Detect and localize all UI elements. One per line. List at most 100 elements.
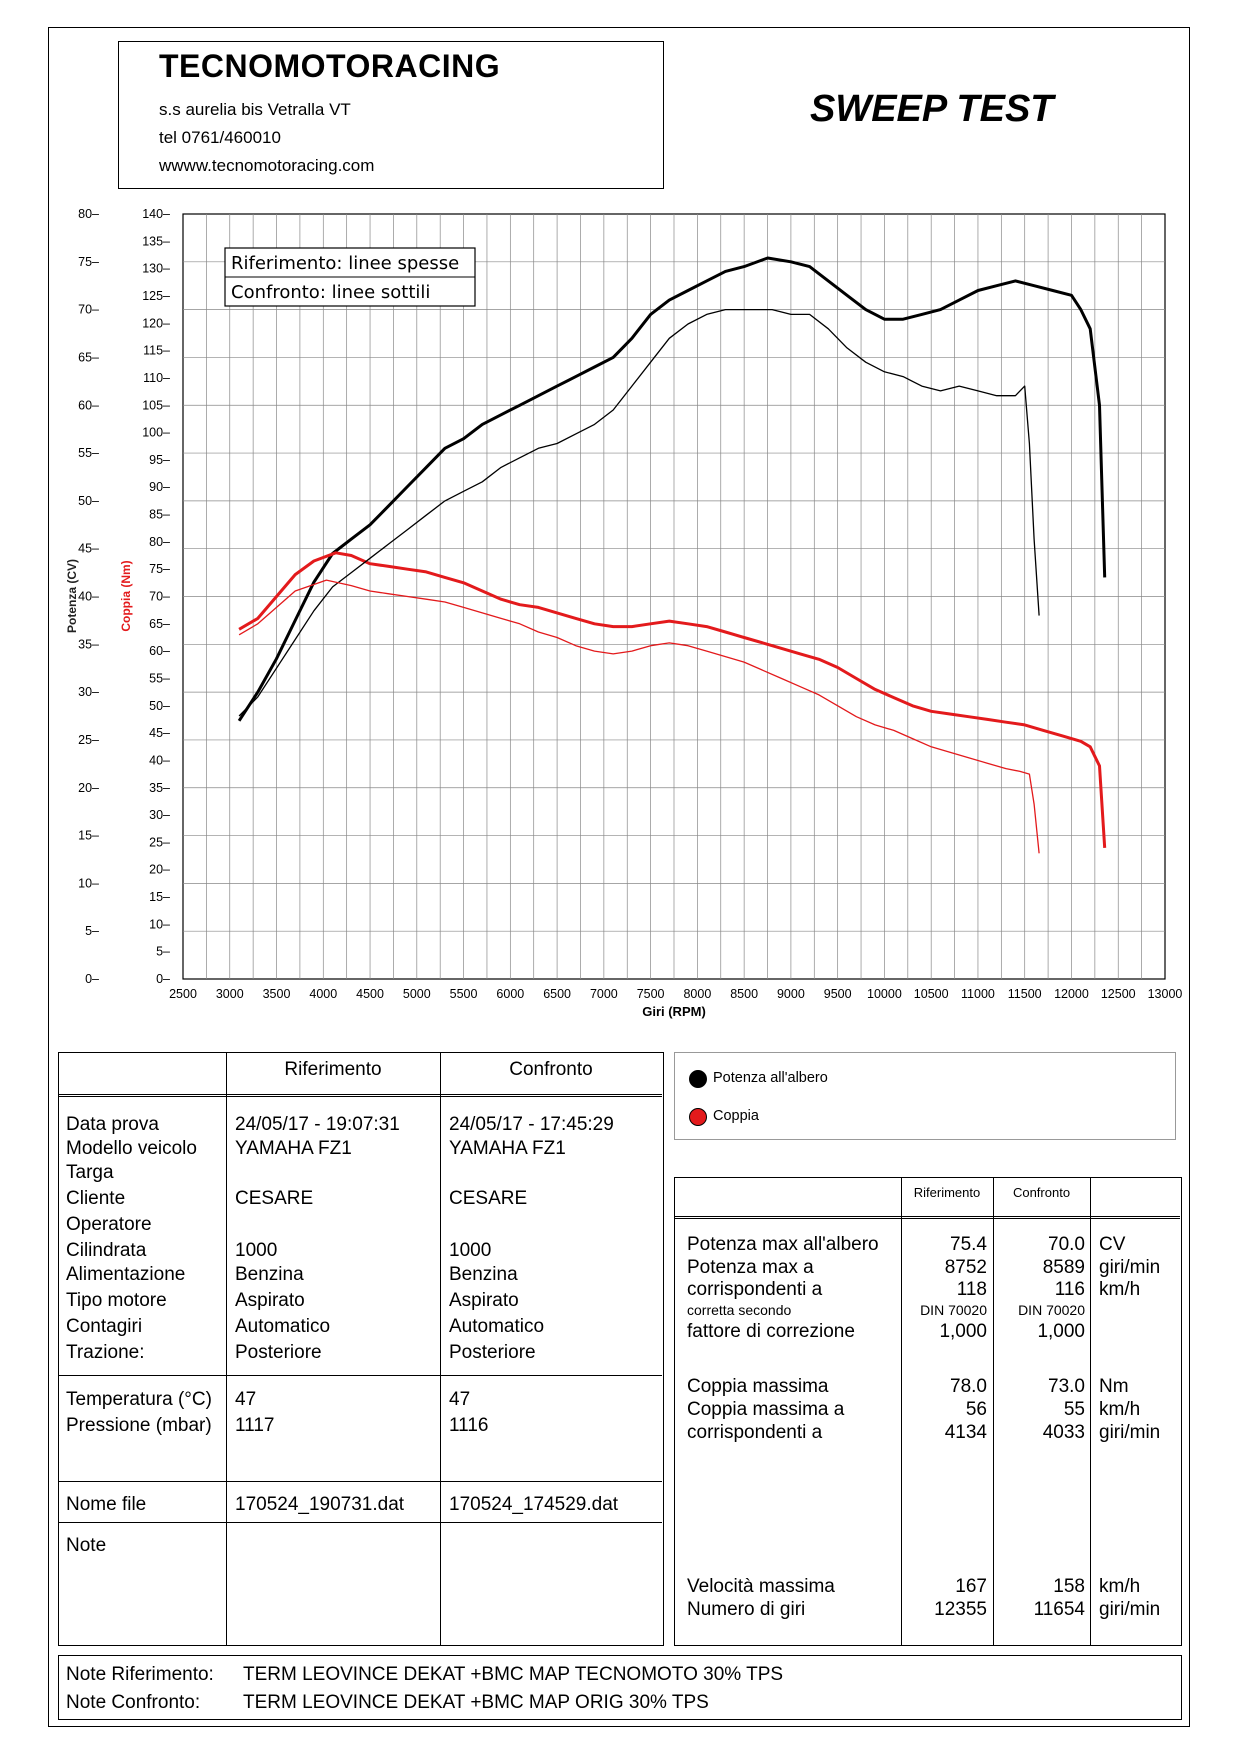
note-cmp-text: TERM LEOVINCE DEKAT +BMC MAP ORIG 30% TP…: [243, 1692, 709, 1713]
x-tick-label: 3500: [263, 987, 291, 1001]
result-power-at-cmp: 8589: [1042, 1257, 1085, 1278]
series-legend: Potenza all'albero Coppia: [674, 1052, 1176, 1140]
x-tick-label: 9500: [824, 987, 852, 1001]
result-max-torque-label: Coppia massima: [687, 1376, 829, 1397]
x-tick-label: 12500: [1101, 987, 1136, 1001]
temp-label: Temperatura (°C): [66, 1389, 212, 1410]
torque-tick-label: 10–: [149, 917, 170, 931]
note-ref-text: TERM LEOVINCE DEKAT +BMC MAP TECNOMOTO 3…: [243, 1664, 784, 1685]
x-axis-title: Giri (RPM): [642, 1004, 706, 1019]
x-tick-label: 6500: [543, 987, 571, 1001]
note-cmp-label: Note Confronto:: [66, 1692, 201, 1713]
torque-tick-label: 85–: [149, 508, 170, 522]
info-table: Riferimento Confronto Data prova 24/05/17…: [58, 1052, 664, 1646]
temp-cmp: 47: [449, 1389, 471, 1410]
company-name: TECNOMOTORACING: [159, 48, 501, 84]
torque-tick-label: 5–: [156, 945, 170, 959]
power-legend-label: Potenza all'albero: [713, 1070, 828, 1086]
power-tick-label: 20–: [78, 781, 99, 795]
torque-tick-label: 45–: [149, 726, 170, 740]
torque-tick-label: 125–: [142, 289, 170, 303]
result-max-torque-ref: 78.0: [950, 1376, 987, 1397]
x-tick-label: 10000: [867, 987, 902, 1001]
torque-tick-label: 80–: [149, 535, 170, 549]
result-power-at-ref: 8752: [944, 1257, 987, 1278]
x-tick-label: 11000: [961, 987, 995, 1001]
note-ref-label: Note Riferimento:: [66, 1664, 214, 1685]
torque-tick-label: 20–: [149, 863, 170, 877]
x-tick-label: 7000: [590, 987, 618, 1001]
torque-tick-label: 15–: [149, 890, 170, 904]
result-factor-cmp: 1,000: [1037, 1321, 1085, 1342]
info-cmp-8: Automatico: [449, 1316, 545, 1337]
x-tick-label: 8000: [683, 987, 711, 1001]
power-tick-label: 45–: [78, 542, 99, 556]
series-line-power-thick: [237, 256, 1107, 722]
result-rpm-cmp: 11654: [1033, 1599, 1085, 1620]
result-rpm-ref: 12355: [934, 1599, 987, 1620]
company-address: s.s aurelia bis Vetralla VT: [159, 100, 351, 119]
test-title: SWEEP TEST: [810, 88, 1054, 130]
info-cmp-6: Benzina: [449, 1264, 518, 1285]
torque-tick-label: 55–: [149, 671, 170, 685]
info-ref-3: CESARE: [235, 1188, 314, 1209]
series-line-power-thin: [238, 308, 1040, 717]
torque-tick-label: 105–: [142, 398, 170, 412]
power-axis-title: Potenza (CV): [65, 559, 79, 633]
res-col-ref: Riferimento: [913, 1185, 981, 1200]
dyno-chart: 2500 3000 3500 4000 4500 5000 5500 6000 6500 7000…: [65, 207, 1182, 1019]
torque-tick-label: 120–: [142, 316, 170, 330]
result-max-speed-cmp: 158: [1053, 1576, 1085, 1597]
result-corr-ref: 118: [956, 1279, 987, 1300]
power-tick-label: 15–: [78, 829, 99, 843]
x-tick-label: 10500: [914, 987, 949, 1001]
x-tick-label: 4000: [309, 987, 337, 1001]
result-torque-at-ref: 56: [965, 1399, 987, 1420]
torque-tick-label: 115–: [143, 344, 170, 358]
result-torque-corr-cmp: 4033: [1042, 1422, 1085, 1443]
power-tick-label: 40–: [78, 590, 99, 604]
result-max-torque-unit: Nm: [1099, 1376, 1129, 1397]
info-ref-6: Benzina: [235, 1264, 304, 1285]
torque-tick-label: 35–: [149, 781, 170, 795]
power-tick-label: 50–: [78, 494, 99, 508]
torque-legend-dot: [689, 1108, 707, 1126]
torque-tick-label: 25–: [149, 835, 170, 849]
series-line-torque-thick: [238, 551, 1107, 848]
info-cmp-9: Posteriore: [449, 1342, 536, 1363]
chart-legend-reference: Riferimento: linee spesse: [231, 253, 459, 274]
result-corr-unit: km/h: [1099, 1279, 1141, 1300]
power-tick-label: 70–: [78, 303, 99, 317]
series-line-torque-thin: [238, 579, 1040, 854]
company-header: TECNOMOTORACING s.s aurelia bis Vetralla…: [118, 41, 664, 189]
note-label: Note: [66, 1535, 107, 1556]
info-label-3: Cliente: [66, 1188, 126, 1209]
col-header-ref: Riferimento: [284, 1059, 382, 1080]
power-tick-label: 30–: [78, 685, 99, 699]
result-torque-at-cmp: 55: [1063, 1399, 1085, 1420]
pressure-ref: 1117: [235, 1415, 275, 1436]
info-cmp-1: YAMAHA FZ1: [449, 1138, 566, 1159]
info-label-5: Cilindrata: [66, 1240, 147, 1261]
result-max-power-unit: CV: [1099, 1234, 1126, 1255]
info-cmp-7: Aspirato: [449, 1290, 519, 1311]
info-label-1: Modello veicolo: [66, 1138, 197, 1159]
pressure-label: Pressione (mbar): [66, 1415, 212, 1436]
result-power-at-unit: giri/min: [1099, 1257, 1161, 1278]
torque-tick-label: 65–: [149, 617, 170, 631]
torque-tick-label: 110–: [143, 371, 170, 385]
result-torque-corr-unit: giri/min: [1099, 1422, 1161, 1443]
torque-tick-label: 130–: [142, 262, 170, 276]
col-header-cmp: Confronto: [509, 1059, 593, 1080]
result-max-power-ref: 75.4: [950, 1234, 987, 1255]
torque-tick-label: 100–: [142, 426, 170, 440]
info-label-4: Operatore: [66, 1214, 152, 1235]
x-tick-label: 5500: [450, 987, 478, 1001]
info-ref-8: Automatico: [235, 1316, 331, 1337]
info-cmp-0: 24/05/17 - 17:45:29: [449, 1114, 614, 1135]
result-corrected-ref: DIN 70020: [920, 1302, 987, 1318]
info-ref-5: 1000: [235, 1240, 278, 1261]
power-tick-label: 60–: [78, 398, 99, 412]
power-tick-label: 0–: [85, 972, 99, 986]
info-label-6: Alimentazione: [66, 1264, 186, 1285]
